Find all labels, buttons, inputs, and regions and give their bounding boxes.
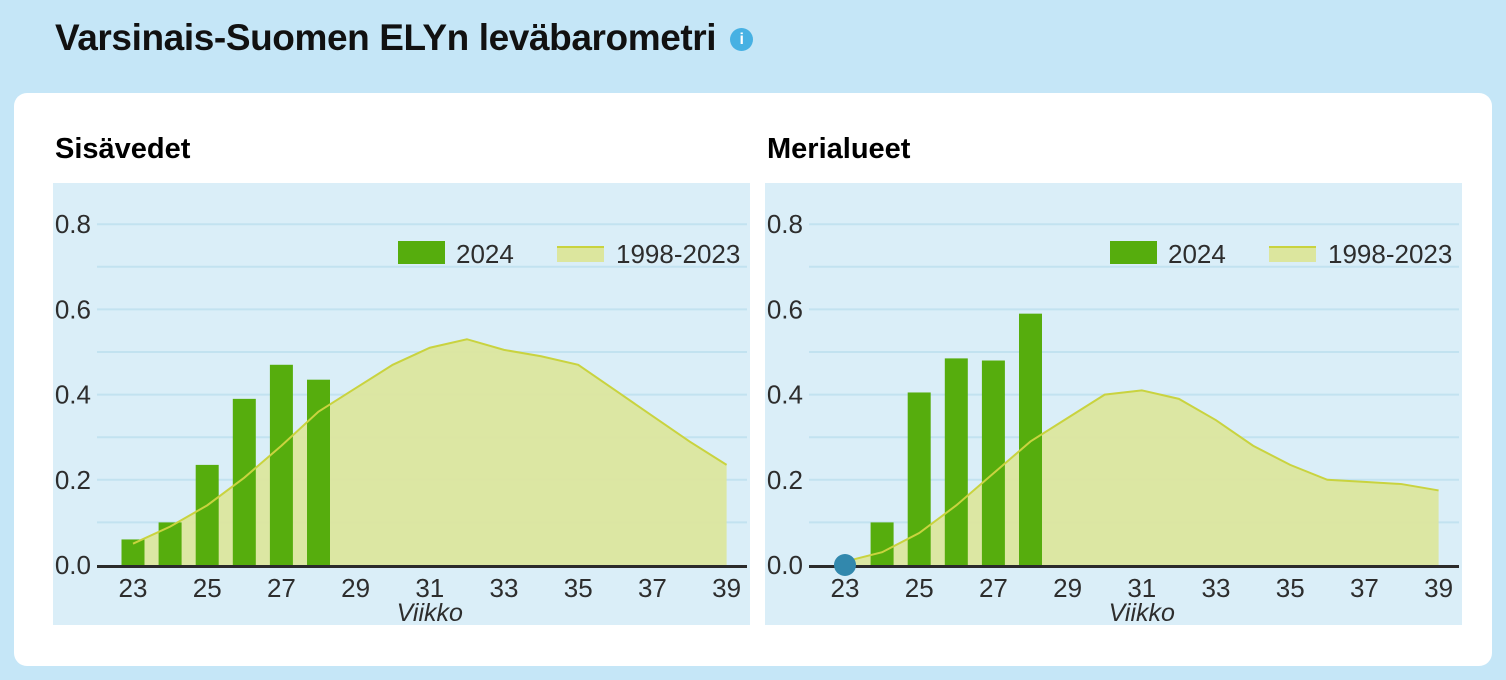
x-tick-label: 31: [1127, 573, 1156, 603]
y-tick-label: 0.0: [55, 550, 91, 580]
y-tick-label: 0.0: [767, 550, 803, 580]
x-axis-title: Viikko: [397, 599, 463, 625]
info-icon-glyph: i: [739, 30, 744, 48]
legend-swatch-1998-2023[interactable]: [1269, 247, 1316, 262]
bar-2024-week-27[interactable]: [981, 360, 1005, 565]
legend: 2024 1998-2023: [1110, 239, 1452, 269]
chart-svg: 0.0 0.2 0.4 0.6 0.8 23 25 27 29 31 33 35 37 39 Viikko 2…: [53, 183, 750, 625]
x-tick-label: 33: [490, 573, 519, 603]
x-axis-title: Viikko: [1109, 599, 1175, 625]
legend-swatch-2024[interactable]: [398, 241, 445, 264]
x-tick-label: 37: [638, 573, 667, 603]
x-tick-label: 35: [564, 573, 593, 603]
area-outline-1998-2023: [844, 389, 1439, 563]
bar-2024-week-25[interactable]: [907, 392, 931, 565]
chart-title-merialueet: Merialueet: [767, 133, 911, 165]
bar-2024-week-25[interactable]: [195, 464, 219, 565]
legend-swatch-2024[interactable]: [1110, 241, 1157, 264]
bar-2024-week-24[interactable]: [870, 522, 894, 565]
x-tick-label: 29: [341, 573, 370, 603]
bar-2024-week-23[interactable]: [121, 539, 145, 565]
bar-2024-week-26[interactable]: [944, 358, 968, 565]
y-tick-label: 0.2: [55, 465, 91, 495]
legend-label-1998-2023[interactable]: 1998-2023: [616, 239, 740, 269]
chart-card: Sisävedet 0.0 0.2 0.4 0.6 0.8 23 25 27 29 31 33 35 3…: [14, 93, 1492, 666]
x-tick-label: 35: [1276, 573, 1305, 603]
data-point-2024-week-23[interactable]: [834, 554, 856, 576]
info-icon[interactable]: i: [730, 28, 754, 51]
legend-label-2024[interactable]: 2024: [456, 239, 514, 269]
legend-label-2024[interactable]: 2024: [1168, 239, 1226, 269]
y-tick-label: 0.8: [767, 209, 803, 239]
x-tick-label: 27: [267, 573, 296, 603]
y-tick-label: 0.4: [55, 380, 91, 410]
page-header: Varsinais-Suomen ELYn leväbarometri i: [55, 12, 754, 64]
area-outline-1998-2023: [132, 338, 728, 545]
y-tick-label: 0.6: [767, 294, 803, 324]
chart-title-sisavedet: Sisävedet: [55, 133, 191, 165]
legend: 2024 1998-2023: [398, 239, 740, 269]
y-tick-label: 0.6: [55, 294, 91, 324]
y-tick-label: 0.4: [767, 380, 803, 410]
y-tick-label: 0.8: [55, 209, 91, 239]
legend-swatch-1998-2023[interactable]: [557, 247, 604, 262]
chart-svg: 0.0 0.2 0.4 0.6 0.8 23 25 27 29 31 33 35 37 39 Viikko 2…: [765, 183, 1462, 625]
y-tick-label: 0.2: [767, 465, 803, 495]
page-title: Varsinais-Suomen ELYn leväbarometri: [55, 17, 717, 58]
bar-2024-week-24[interactable]: [158, 522, 182, 565]
bar-2024-week-26[interactable]: [232, 398, 256, 565]
chart-plot-merialueet: 0.0 0.2 0.4 0.6 0.8 23 25 27 29 31 33 35 37 39 Viikko 2…: [765, 183, 1462, 625]
x-tick-label: 25: [905, 573, 934, 603]
x-tick-label: 39: [712, 573, 741, 603]
x-tick-label: 25: [193, 573, 222, 603]
x-tick-label: 27: [979, 573, 1008, 603]
chart-plot-sisavedet: 0.0 0.2 0.4 0.6 0.8 23 25 27 29 31 33 35 37 39 Viikko 2…: [53, 183, 750, 625]
bar-2024-week-27[interactable]: [269, 364, 293, 565]
x-tick-label: 39: [1424, 573, 1453, 603]
x-tick-label: 23: [831, 573, 860, 603]
x-tick-label: 33: [1202, 573, 1231, 603]
x-tick-label: 31: [415, 573, 444, 603]
x-tick-label: 37: [1350, 573, 1379, 603]
legend-label-1998-2023[interactable]: 1998-2023: [1328, 239, 1452, 269]
x-tick-label: 29: [1053, 573, 1082, 603]
bar-2024-week-28[interactable]: [1019, 313, 1042, 565]
bar-2024-week-28[interactable]: [307, 379, 330, 565]
x-tick-label: 23: [119, 573, 148, 603]
